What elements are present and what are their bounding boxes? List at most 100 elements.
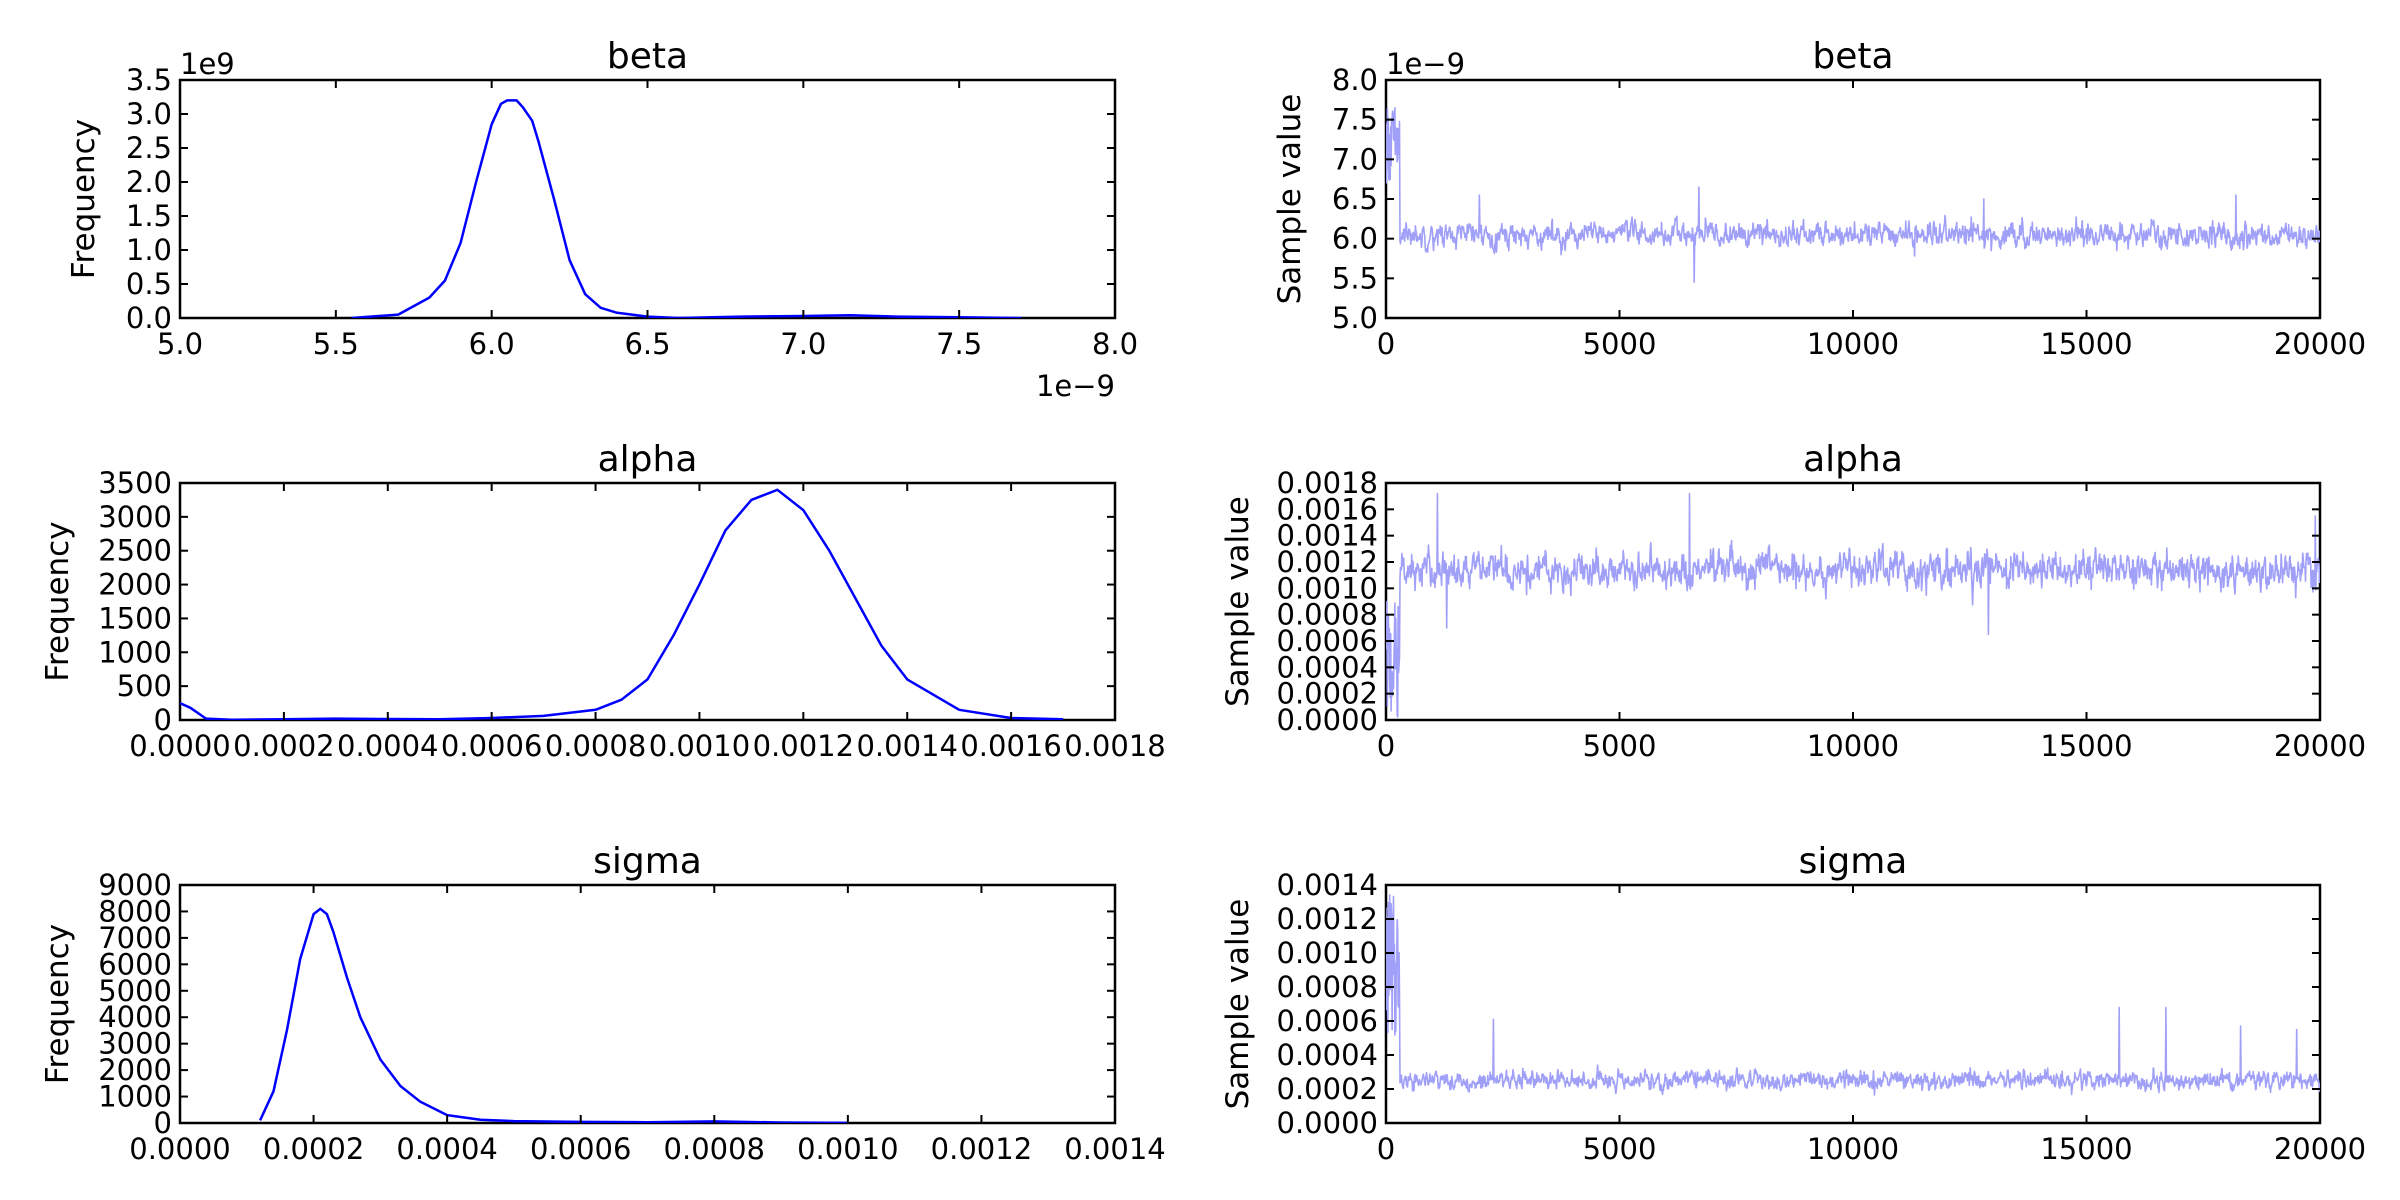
y-tick-label: 0.0000 bbox=[1277, 703, 1378, 737]
y-tick-label: 0.0014 bbox=[1277, 519, 1378, 553]
y-tick-label: 1000 bbox=[98, 1080, 172, 1114]
y-tick-label: 0.0018 bbox=[1277, 466, 1378, 500]
trace-line bbox=[1386, 492, 2320, 718]
x-tick-label: 10000 bbox=[1807, 729, 1899, 763]
panel-sigma-trace: 0 5000 10000 15000 200000.00000.00020.00040.… bbox=[1220, 841, 2366, 1166]
x-tick-label: 0.0000 bbox=[129, 729, 230, 763]
y-tick-label: 0 bbox=[154, 1106, 172, 1140]
trace-line bbox=[1386, 894, 2320, 1096]
x-tick-label: 15000 bbox=[2040, 729, 2132, 763]
data-layer bbox=[1386, 492, 2320, 718]
y-tick-label: 0.0006 bbox=[1277, 1004, 1378, 1038]
y-tick-label: 3.0 bbox=[126, 97, 172, 131]
x-tick-label: 0.0004 bbox=[337, 729, 438, 763]
x-tick-label: 15000 bbox=[2040, 1132, 2132, 1166]
y-tick-label: 4000 bbox=[98, 1000, 172, 1034]
x-tick-label: 0 bbox=[1377, 1132, 1395, 1166]
x-tick-label: 5000 bbox=[1583, 729, 1657, 763]
y-tick-label: 9000 bbox=[98, 868, 172, 902]
x-tick-label: 15000 bbox=[2040, 327, 2132, 361]
panel-sigma-density: 0.0000 0.0002 0.0004 0.0006 0.0008 0.0010 0.00… bbox=[40, 841, 1166, 1166]
y-tick-label: 3000 bbox=[98, 1027, 172, 1061]
y-tick-label: 2500 bbox=[98, 534, 172, 568]
x-offset-text: 1e−9 bbox=[1036, 369, 1115, 403]
y-tick-label: 1500 bbox=[98, 601, 172, 635]
y-axis-label: Frequency bbox=[40, 924, 76, 1084]
x-tick-label: 6.0 bbox=[469, 327, 515, 361]
y-tick-label: 3500 bbox=[98, 466, 172, 500]
data-layer bbox=[1386, 894, 2320, 1096]
y-tick-label: 0.0004 bbox=[1277, 650, 1378, 684]
y-tick-label: 2.5 bbox=[126, 131, 172, 165]
y-tick-label: 0.0006 bbox=[1277, 624, 1378, 658]
y-tick-label: 0 bbox=[154, 703, 172, 737]
x-tick-label: 0.0014 bbox=[856, 729, 957, 763]
panel-beta-density: 5.0 5.5 6.0 6.5 7.0 7.5 8.00.00.51.01.52.02.53… bbox=[66, 36, 1138, 403]
x-tick-label: 0.0008 bbox=[545, 729, 646, 763]
x-tick-label: 7.5 bbox=[936, 327, 982, 361]
plot-frame bbox=[178, 481, 1117, 722]
x-tick-label: 0.0002 bbox=[263, 1132, 364, 1166]
y-axis-label: Sample value bbox=[1220, 496, 1256, 707]
y-tick-label: 1000 bbox=[98, 635, 172, 669]
y-tick-label: 0.0012 bbox=[1277, 545, 1378, 579]
plot-frame bbox=[178, 883, 1117, 1125]
x-tick-label: 8.0 bbox=[1092, 327, 1138, 361]
x-tick-label: 0.0014 bbox=[1064, 1132, 1165, 1166]
x-tick-label: 0.0000 bbox=[129, 1132, 230, 1166]
x-tick-label: 0.0004 bbox=[396, 1132, 497, 1166]
panel-beta-trace: 0 5000 10000 15000 20000 5.0 5.5 6.0 6.5 7.0 7.5 8.… bbox=[1272, 36, 2366, 361]
y-tick-label: 5000 bbox=[98, 974, 172, 1008]
y-tick-label: 0.0004 bbox=[1277, 1038, 1378, 1072]
plot-frame bbox=[178, 78, 1117, 320]
data-layer bbox=[351, 99, 1022, 318]
panel-title: sigma bbox=[1799, 841, 1908, 882]
x-tick-label: 5.5 bbox=[313, 327, 359, 361]
y-axis-label: Frequency bbox=[40, 521, 76, 681]
y-tick-label: 6.5 bbox=[1332, 182, 1378, 216]
density-line bbox=[351, 99, 1022, 318]
y-tick-label: 0.0010 bbox=[1277, 571, 1378, 605]
y-tick-label: 1.5 bbox=[126, 199, 172, 233]
y-offset-text: 1e−9 bbox=[1386, 47, 1465, 81]
x-tick-label: 5000 bbox=[1583, 327, 1657, 361]
y-tick-label: 0.0014 bbox=[1277, 868, 1378, 902]
x-tick-label: 0.0002 bbox=[233, 729, 334, 763]
x-tick-label: 0 bbox=[1377, 729, 1395, 763]
x-tick-label: 5.0 bbox=[157, 327, 203, 361]
panel-title: sigma bbox=[593, 841, 702, 882]
x-tick-label: 7.0 bbox=[780, 327, 826, 361]
y-tick-label: 0.0000 bbox=[1277, 1106, 1378, 1140]
y-tick-label: 0.0010 bbox=[1277, 936, 1378, 970]
y-tick-label: 0.0002 bbox=[1277, 1072, 1378, 1106]
x-tick-label: 0.0016 bbox=[960, 729, 1061, 763]
x-tick-label: 0.0008 bbox=[664, 1132, 765, 1166]
y-tick-label: 6000 bbox=[98, 947, 172, 981]
y-tick-label: 3.5 bbox=[126, 63, 172, 97]
x-tick-label: 0.0010 bbox=[797, 1132, 898, 1166]
panel-title: alpha bbox=[598, 439, 698, 480]
plot-frame bbox=[1384, 78, 2322, 320]
y-tick-label: 2.0 bbox=[126, 165, 172, 199]
y-tick-label: 2000 bbox=[98, 568, 172, 602]
y-tick-label: 8000 bbox=[98, 894, 172, 928]
y-tick-label: 7000 bbox=[98, 921, 172, 955]
y-tick-label: 1.0 bbox=[126, 233, 172, 267]
x-tick-label: 0.0010 bbox=[649, 729, 750, 763]
x-tick-label: 0.0018 bbox=[1064, 729, 1165, 763]
panel-alpha-trace: 0 5000 10000 15000 200000.00000.00020.00040.… bbox=[1220, 439, 2366, 763]
x-tick-label: 6.5 bbox=[624, 327, 670, 361]
y-tick-label: 7.5 bbox=[1332, 103, 1378, 137]
y-tick-label: 7.0 bbox=[1332, 142, 1378, 176]
data-layer bbox=[180, 488, 1064, 720]
trace-line bbox=[1386, 107, 2320, 284]
x-tick-label: 0.0012 bbox=[931, 1132, 1032, 1166]
panel-title: beta bbox=[607, 36, 688, 77]
y-tick-label: 500 bbox=[117, 669, 172, 703]
x-tick-label: 10000 bbox=[1807, 1132, 1899, 1166]
y-tick-label: 3000 bbox=[98, 500, 172, 534]
y-offset-text: 1e9 bbox=[180, 47, 235, 81]
panel-title: beta bbox=[1812, 36, 1893, 77]
x-tick-label: 5000 bbox=[1583, 1132, 1657, 1166]
